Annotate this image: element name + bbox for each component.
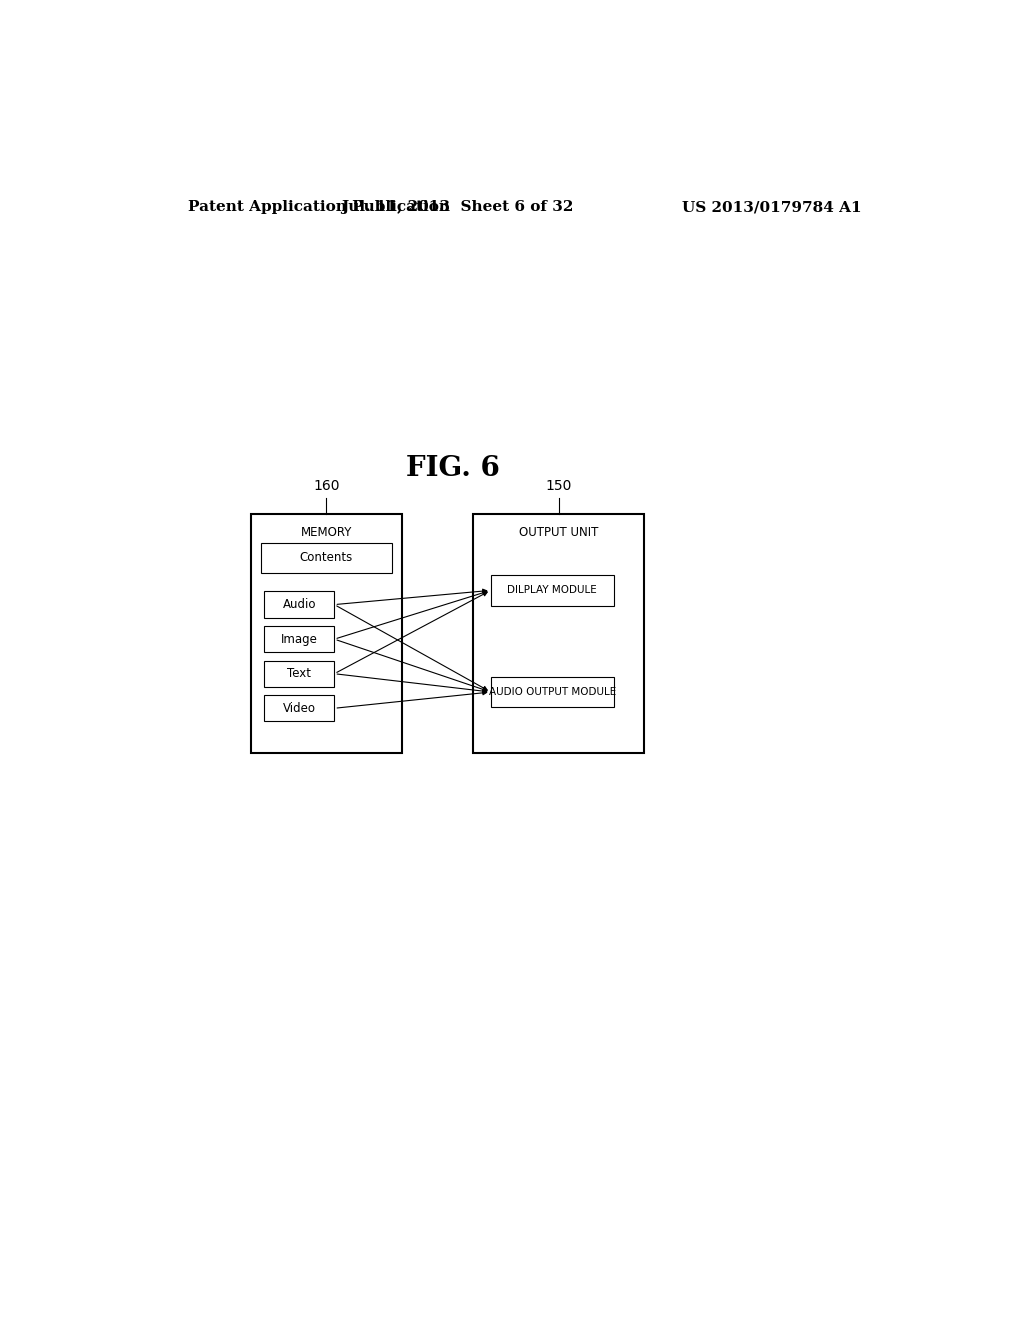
Text: DILPLAY MODULE: DILPLAY MODULE xyxy=(507,585,597,595)
Text: MEMORY: MEMORY xyxy=(301,525,352,539)
Bar xyxy=(473,515,644,752)
Bar xyxy=(264,626,334,652)
Text: US 2013/0179784 A1: US 2013/0179784 A1 xyxy=(682,201,862,214)
Bar xyxy=(260,543,392,573)
Bar xyxy=(264,591,334,618)
Text: FIG. 6: FIG. 6 xyxy=(407,455,501,482)
Bar xyxy=(264,660,334,686)
Bar xyxy=(264,696,334,722)
Text: OUTPUT UNIT: OUTPUT UNIT xyxy=(519,525,598,539)
Bar xyxy=(490,677,613,708)
Bar xyxy=(251,515,401,752)
Text: Jul. 11, 2013  Sheet 6 of 32: Jul. 11, 2013 Sheet 6 of 32 xyxy=(341,201,573,214)
Bar xyxy=(490,576,613,606)
Text: Image: Image xyxy=(281,632,317,645)
Text: Audio: Audio xyxy=(283,598,316,611)
Text: 160: 160 xyxy=(313,479,340,492)
Text: 150: 150 xyxy=(546,479,571,492)
Text: Patent Application Publication: Patent Application Publication xyxy=(187,201,450,214)
Text: Text: Text xyxy=(288,667,311,680)
Text: Video: Video xyxy=(283,702,316,714)
Text: Contents: Contents xyxy=(300,552,353,565)
Text: AUDIO OUTPUT MODULE: AUDIO OUTPUT MODULE xyxy=(488,686,615,697)
